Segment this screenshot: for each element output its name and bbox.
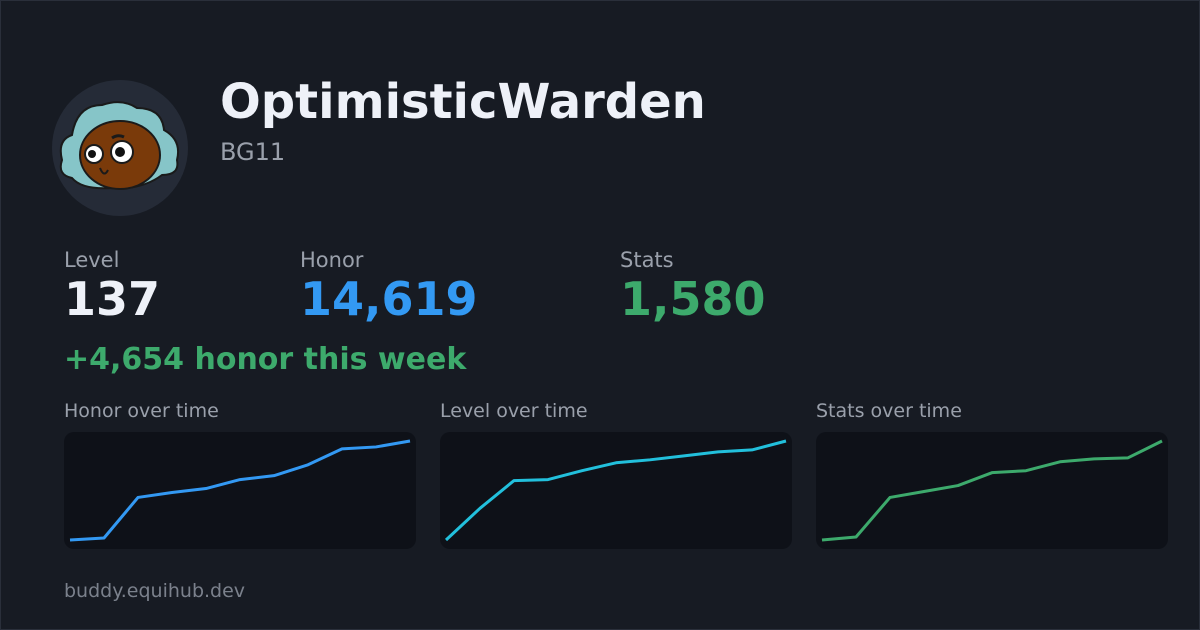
sparkline	[821, 439, 1163, 542]
chart-box	[816, 432, 1168, 549]
sparkline-chart	[69, 439, 411, 542]
chart-box	[440, 432, 792, 549]
stat-value: 1,580	[620, 272, 766, 326]
user-tag: BG11	[220, 138, 286, 166]
footer-link: buddy.equihub.dev	[64, 580, 246, 602]
stat-label: Stats	[620, 248, 674, 272]
chart-title: Level over time	[440, 400, 588, 422]
stat-value: 137	[64, 272, 161, 326]
chart-box	[64, 432, 416, 549]
stat-label: Level	[64, 248, 120, 272]
avatar	[52, 80, 188, 216]
weekly-gain: +4,654 honor this week	[64, 342, 467, 377]
username: OptimisticWarden	[220, 74, 706, 130]
sparkline-chart	[444, 439, 787, 542]
sparkline	[69, 439, 411, 542]
chart-title: Stats over time	[816, 400, 962, 422]
sparkline-chart	[821, 439, 1163, 542]
sparkline	[444, 439, 787, 542]
stat-value: 14,619	[300, 272, 478, 326]
stat-label: Honor	[300, 248, 364, 272]
chart-title: Honor over time	[64, 400, 219, 422]
